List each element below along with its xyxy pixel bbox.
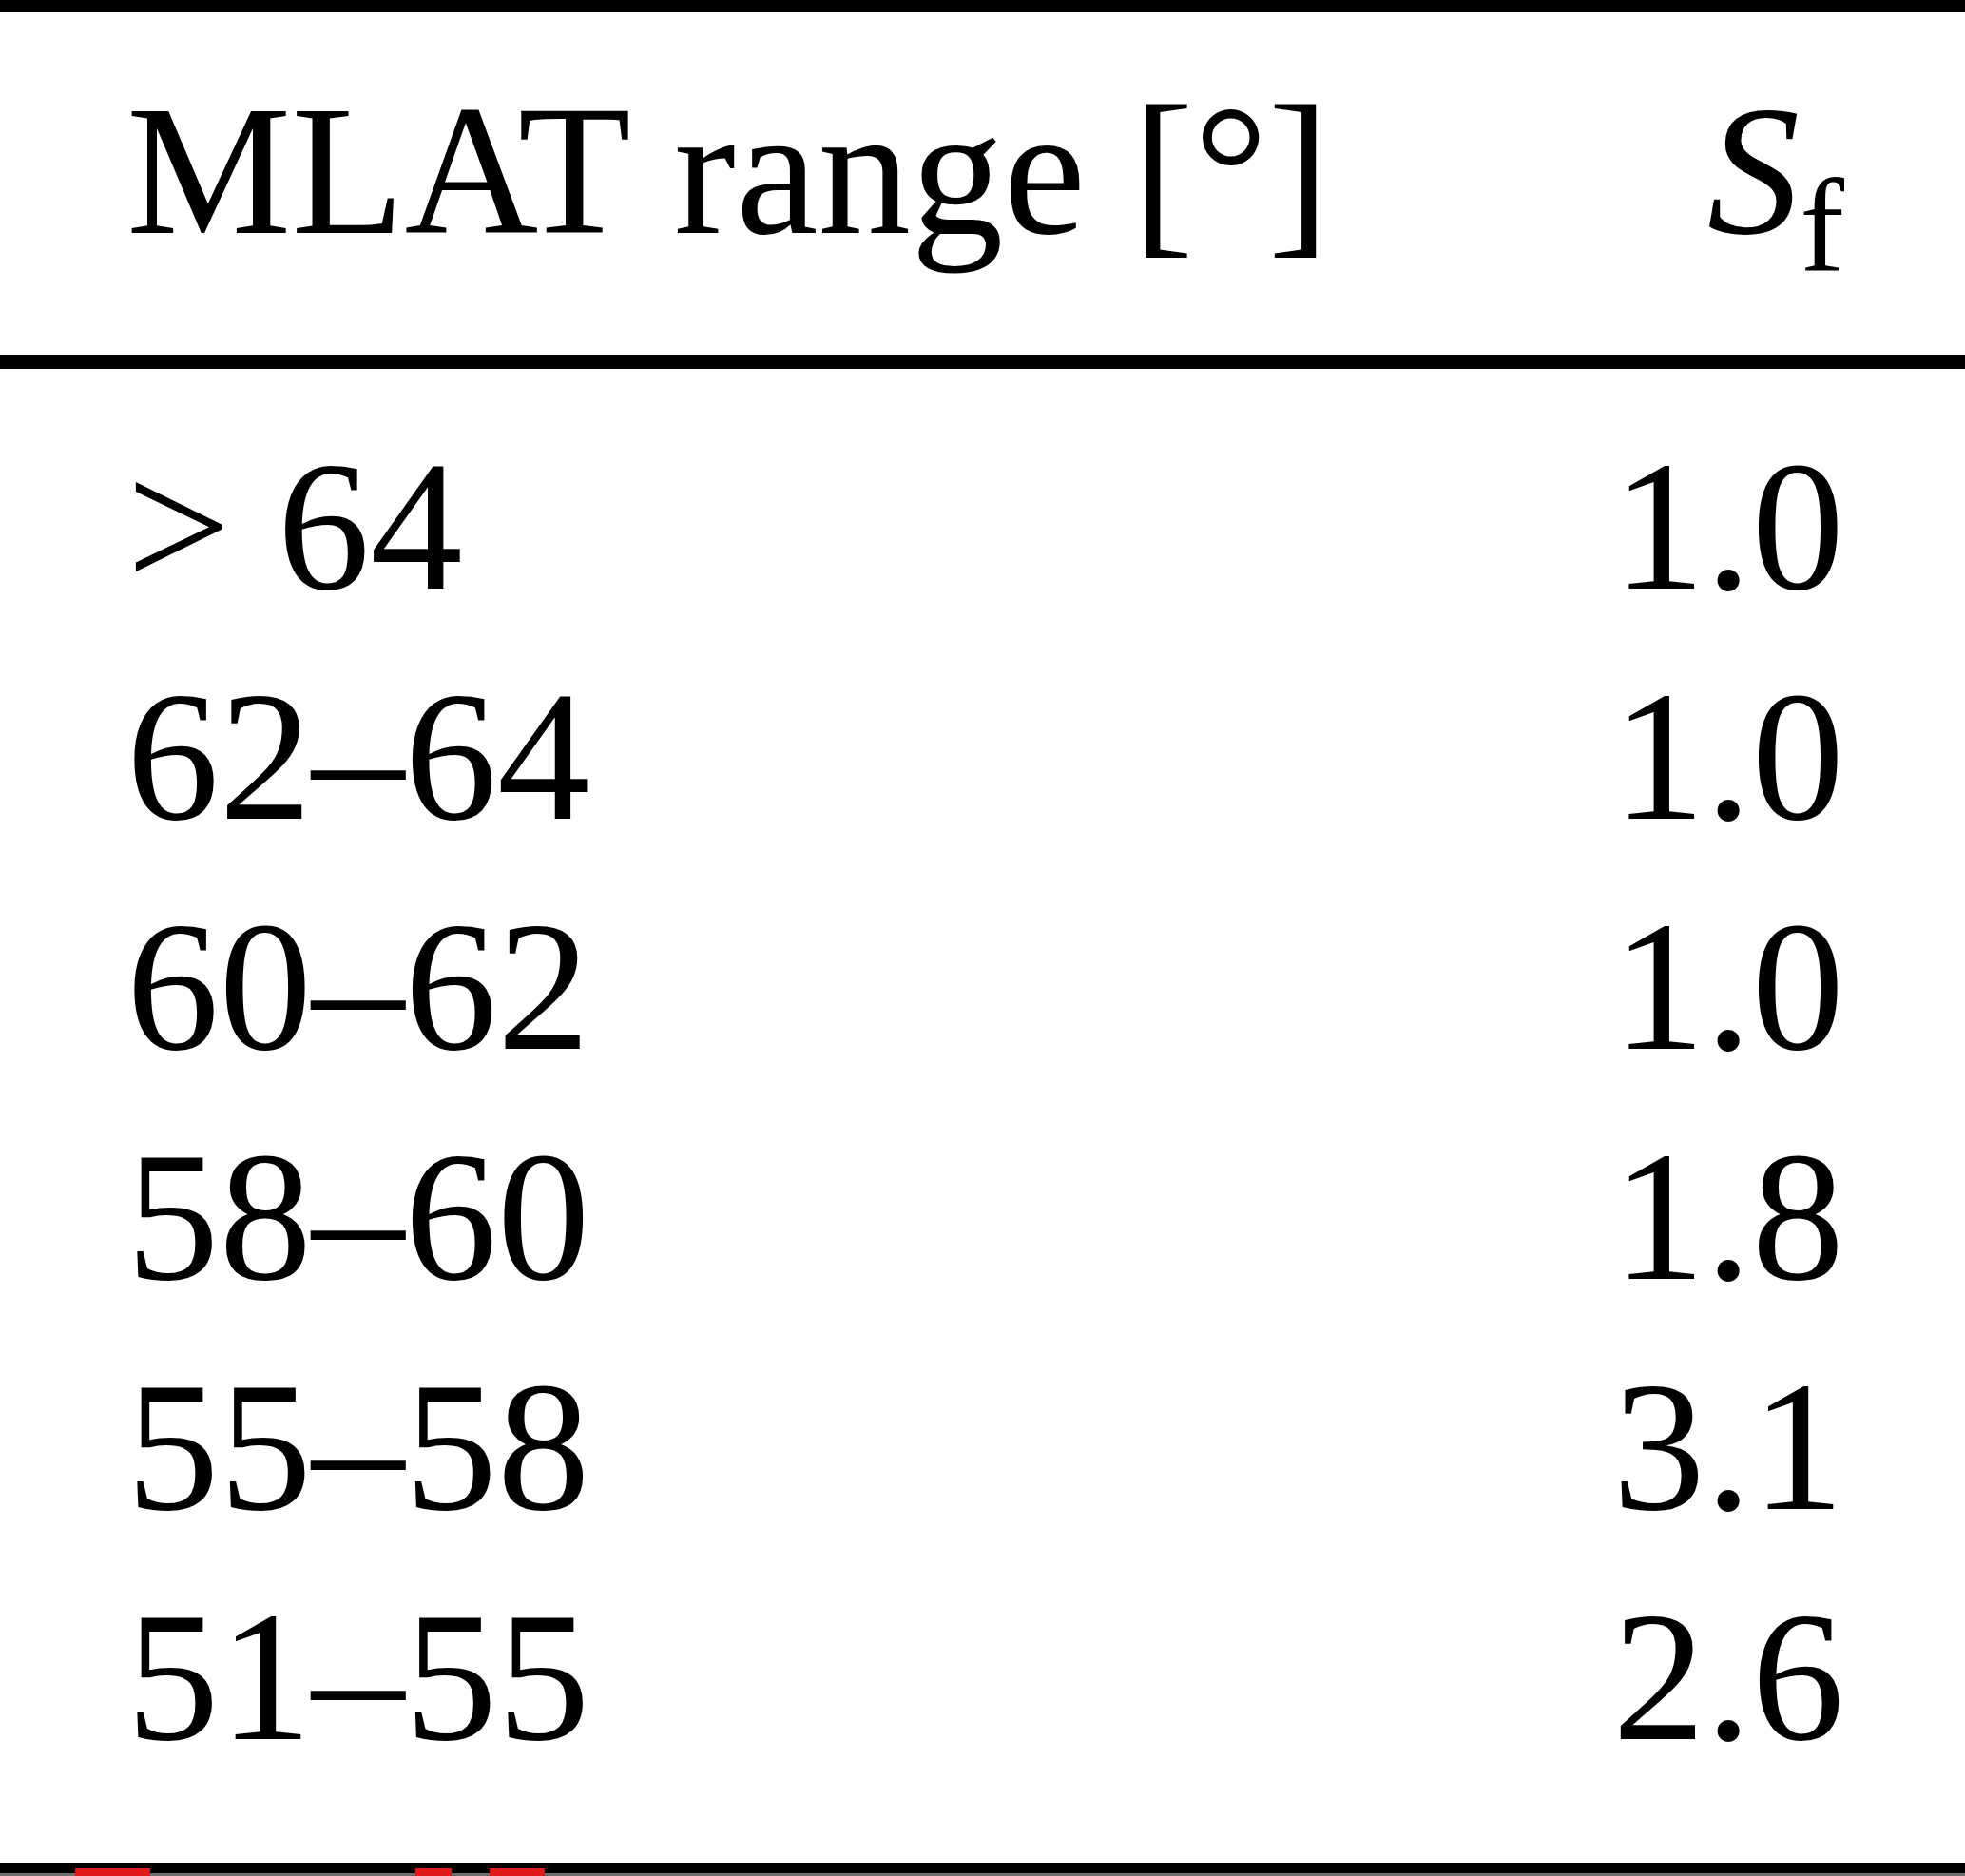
table-row: 60–62 1.0 [0, 871, 1965, 1101]
table-bottom-rule [0, 1863, 1965, 1873]
cropped-red-text-artifact [415, 1868, 452, 1876]
mlat-range-value: 51–55 [126, 1584, 590, 1770]
mlat-range-value: 58–60 [126, 1124, 590, 1309]
cropped-red-text-artifact [490, 1868, 545, 1876]
sf-value: 1.0 [1612, 894, 1844, 1079]
sf-value: 3.1 [1612, 1354, 1844, 1539]
header-sf-symbol: S [1707, 68, 1801, 273]
paper-table: MLAT range [°] Sf > 64 1.0 62–64 1.0 60–… [0, 0, 1965, 1876]
table-row: > 64 1.0 [0, 411, 1965, 641]
table-row: 55–58 3.1 [0, 1331, 1965, 1561]
table-row: 51–55 2.6 [0, 1561, 1965, 1791]
mlat-range-value: 62–64 [126, 664, 590, 849]
table-body: > 64 1.0 62–64 1.0 60–62 1.0 58–60 1.8 5… [0, 369, 1965, 1791]
mlat-range-value: > 64 [126, 434, 463, 619]
sf-value: 1.0 [1612, 664, 1844, 849]
table-mid-rule [0, 355, 1965, 369]
table-header-row: MLAT range [°] Sf [0, 0, 1965, 341]
mlat-range-value: 60–62 [126, 894, 590, 1079]
cropped-red-text-artifact [75, 1868, 150, 1876]
header-sf: Sf [1707, 78, 1844, 263]
header-sf-subscript: f [1800, 152, 1844, 300]
sf-value: 1.8 [1612, 1124, 1844, 1309]
sf-value: 1.0 [1612, 434, 1844, 619]
sf-value: 2.6 [1612, 1584, 1844, 1770]
table-row: 62–64 1.0 [0, 641, 1965, 871]
header-mlat-range: MLAT range [°] [126, 78, 1330, 263]
table-row: 58–60 1.8 [0, 1101, 1965, 1331]
mlat-range-value: 55–58 [126, 1354, 590, 1539]
